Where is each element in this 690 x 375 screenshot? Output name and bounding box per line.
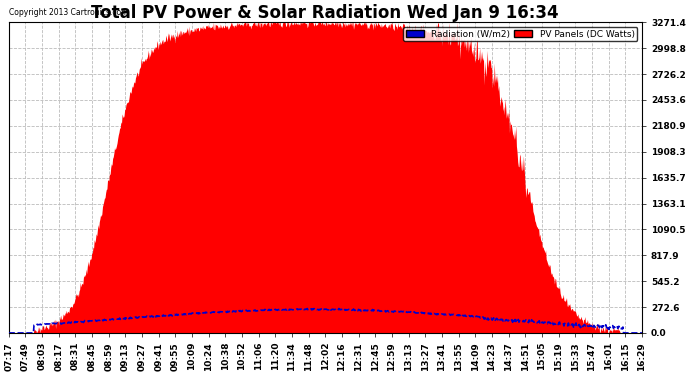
Text: Copyright 2013 Cartronics.com: Copyright 2013 Cartronics.com <box>9 8 128 17</box>
Legend: Radiation (W/m2), PV Panels (DC Watts): Radiation (W/m2), PV Panels (DC Watts) <box>403 27 638 41</box>
Title: Total PV Power & Solar Radiation Wed Jan 9 16:34: Total PV Power & Solar Radiation Wed Jan… <box>92 4 559 22</box>
